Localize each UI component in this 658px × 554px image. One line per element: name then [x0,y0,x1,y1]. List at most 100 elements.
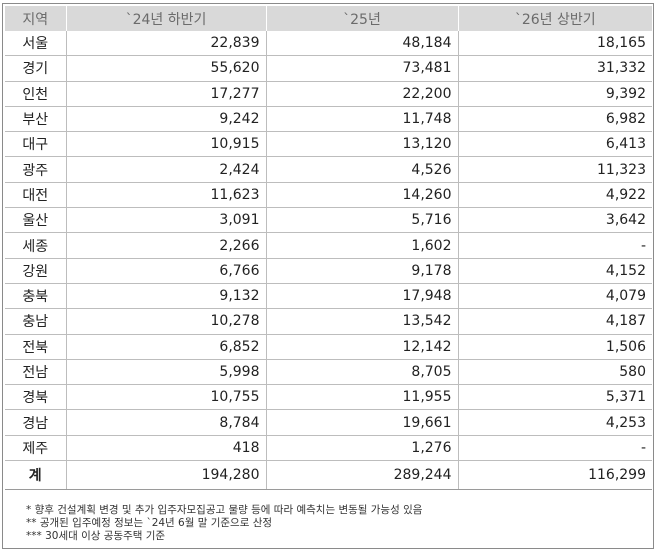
value-cell: 6,982 [457,106,652,133]
table-row: 제주 418 1,276- [5,435,652,462]
value-cell: 194,280 [65,460,266,491]
value-cell: 4,526 [265,156,458,183]
header-row: 지역 `24년 하반기 `25년 `26년 상반기 [5,6,652,31]
value-cell: 418 [65,435,266,462]
value-cell: 4,922 [457,182,652,209]
value-cell: 4,152 [457,258,652,284]
value-cell: 5,371 [457,384,652,411]
region-cell: 충남 [5,308,66,335]
value-cell: 13,120 [265,131,458,158]
region-cell: 경기 [5,55,66,82]
value-cell: 14,260 [265,182,458,209]
region-cell: 대구 [5,131,66,158]
table-row: 경북 10,755 11,955 5,371 [5,384,652,411]
value-cell: 9,392 [457,81,652,107]
value-cell: 22,839 [65,31,266,57]
value-cell: 17,948 [265,283,458,310]
value-cell: 11,748 [265,106,458,133]
value-cell: 13,542 [265,308,458,335]
total-row: 계 194,280 289,244 116,299 [5,460,652,491]
value-cell: 5,998 [65,359,266,386]
value-cell: 11,323 [457,156,652,183]
region-cell: 대전 [5,182,66,209]
value-cell: 5,716 [265,207,458,234]
table-row: 대구 10,915 13,120 6,413 [5,131,652,158]
value-cell: 6,766 [65,258,266,284]
value-cell: 10,278 [65,308,266,335]
housing-supply-table: 지역 `24년 하반기 `25년 `26년 상반기 서울 22,839 48,184… [5,6,652,491]
value-cell: 55,620 [65,55,266,82]
region-cell: 광주 [5,156,66,183]
table-row: 대전 11,623 14,260 4,922 [5,182,652,209]
value-cell: 22,200 [265,81,458,107]
region-cell: 서울 [5,31,66,57]
region-cell: 전북 [5,334,66,360]
table-row: 서울 22,839 48,184 18,165 [5,31,652,57]
value-cell: 10,915 [65,131,266,158]
value-cell: 289,244 [265,460,458,491]
table-row: 전북 6,852 12,142 1,506 [5,334,652,360]
value-cell: 2,266 [65,232,266,259]
table-row: 울산 3,091 5,716 3,642 [5,207,652,234]
value-cell: 73,481 [265,55,458,82]
value-cell: 1,602 [265,232,458,259]
table-row: 경남 8,784 19,661 4,253 [5,409,652,436]
region-cell: 전남 [5,359,66,386]
value-cell: 11,955 [265,384,458,411]
value-cell: 17,277 [65,81,266,107]
table-row: 충남 10,278 13,542 4,187 [5,308,652,335]
region-cell: 경북 [5,384,66,411]
header-2025: `25년 [265,6,458,31]
value-cell: 8,705 [265,359,458,386]
value-cell: 2,424 [65,156,266,183]
value-cell: 48,184 [265,31,458,57]
value-cell: 1,276 [265,435,458,462]
table-row: 강원 6,766 9,178 4,152 [5,258,652,284]
value-cell: 4,187 [457,308,652,335]
footnote-2: ** 공개된 입주예정 정보는 `24년 6월 말 기준으로 산정 [26,517,273,529]
footnote-3: *** 30세대 이상 공동주택 기준 [26,530,166,542]
footnote-1: * 향후 건설계획 변경 및 추가 입주자모집공고 물량 등에 따라 예측치는 … [26,504,423,516]
region-cell: 인천 [5,81,66,107]
table-row: 경기 55,620 73,481 31,332 [5,55,652,82]
table-row: 인천 17,277 22,200 9,392 [5,81,652,107]
value-cell: 580 [457,359,652,386]
region-cell: 제주 [5,435,66,462]
footnotes: * 향후 건설계획 변경 및 추가 입주자모집공고 물량 등에 따라 예측치는 … [26,504,422,543]
value-cell: 18,165 [457,31,652,57]
value-cell: 1,506 [457,334,652,360]
value-cell: 12,142 [265,334,458,360]
header-2026-h1: `26년 상반기 [457,6,652,31]
table-row: 부산 9,242 11,748 6,982 [5,106,652,133]
value-cell: 10,755 [65,384,266,411]
value-cell: 8,784 [65,409,266,436]
value-cell: 9,132 [65,283,266,310]
value-cell: 6,413 [457,131,652,158]
value-cell: 116,299 [457,460,652,491]
region-cell: 부산 [5,106,66,133]
table-row: 전남 5,998 8,705 580 [5,359,652,386]
header-region: 지역 [5,6,66,31]
value-cell: 3,091 [65,207,266,234]
value-cell: 9,242 [65,106,266,133]
region-cell: 충북 [5,283,66,310]
region-cell: 강원 [5,258,66,284]
value-cell: - [457,232,652,259]
table-row: 광주 2,424 4,526 11,323 [5,156,652,183]
value-cell: - [457,435,652,462]
value-cell: 19,661 [265,409,458,436]
table-row: 세종 2,266 1,602- [5,232,652,259]
region-cell: 세종 [5,232,66,259]
table-row: 충북 9,132 17,948 4,079 [5,283,652,310]
region-cell: 경남 [5,409,66,436]
value-cell: 4,079 [457,283,652,310]
region-cell: 계 [5,460,66,491]
value-cell: 11,623 [65,182,266,209]
region-cell: 울산 [5,207,66,234]
value-cell: 6,852 [65,334,266,360]
header-2024-h2: `24년 하반기 [65,6,266,31]
value-cell: 31,332 [457,55,652,82]
value-cell: 9,178 [265,258,458,284]
value-cell: 3,642 [457,207,652,234]
value-cell: 4,253 [457,409,652,436]
